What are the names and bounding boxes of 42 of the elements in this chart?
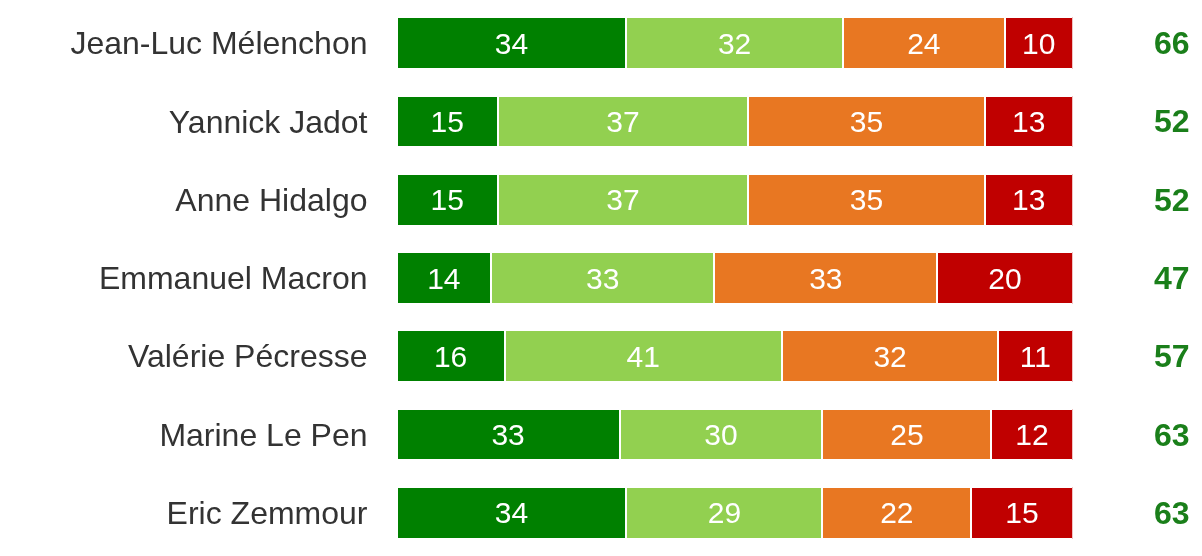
y-tick-label: Marine Le Pen xyxy=(159,416,368,453)
data-label: 22 xyxy=(880,496,914,530)
data-label: 35 xyxy=(849,104,884,138)
data-label: 15 xyxy=(1005,496,1039,530)
data-label: 11 xyxy=(1019,339,1052,373)
data-label: 10 xyxy=(1022,26,1056,60)
data-label: 29 xyxy=(707,496,742,530)
data-label: 34 xyxy=(494,496,529,530)
text: 63 xyxy=(1154,495,1190,531)
data-label: 14 xyxy=(427,261,461,295)
text: 47 xyxy=(1154,260,1190,296)
data-label: 30 xyxy=(704,418,738,452)
data-label: 33 xyxy=(491,418,525,452)
y-tick-label: Valérie Pécresse xyxy=(128,338,368,375)
text: 52 xyxy=(1154,182,1190,218)
data-label: 15 xyxy=(430,183,464,217)
data-label: 13 xyxy=(1011,183,1046,217)
data-label: 16 xyxy=(433,339,468,373)
y-tick-label: Anne Hidalgo xyxy=(175,181,368,218)
text: 52 xyxy=(1154,103,1190,139)
data-label: 37 xyxy=(606,183,640,217)
y-tick-label: Yannick Jadot xyxy=(168,103,368,140)
text: 63 xyxy=(1154,417,1190,453)
data-label: 24 xyxy=(907,26,941,60)
data-label: 12 xyxy=(1015,418,1049,452)
y-tick-label: Eric Zemmour xyxy=(166,495,368,532)
data-label: 13 xyxy=(1011,104,1046,138)
data-label: 32 xyxy=(717,26,752,60)
y-tick-label: Jean-Luc Mélenchon xyxy=(70,25,368,62)
data-label: 35 xyxy=(849,183,884,217)
data-label: 33 xyxy=(586,261,620,295)
data-label: 25 xyxy=(890,418,924,452)
data-label: 15 xyxy=(430,104,464,138)
data-label: 37 xyxy=(606,104,640,138)
data-label: 41 xyxy=(626,339,660,373)
text: 57 xyxy=(1154,338,1190,374)
data-label: 32 xyxy=(873,339,907,373)
data-label: 34 xyxy=(494,26,529,60)
data-label: 33 xyxy=(809,261,843,295)
text: 66 xyxy=(1154,25,1190,61)
y-tick-label: Emmanuel Macron xyxy=(98,260,368,297)
data-label: 20 xyxy=(988,261,1022,295)
